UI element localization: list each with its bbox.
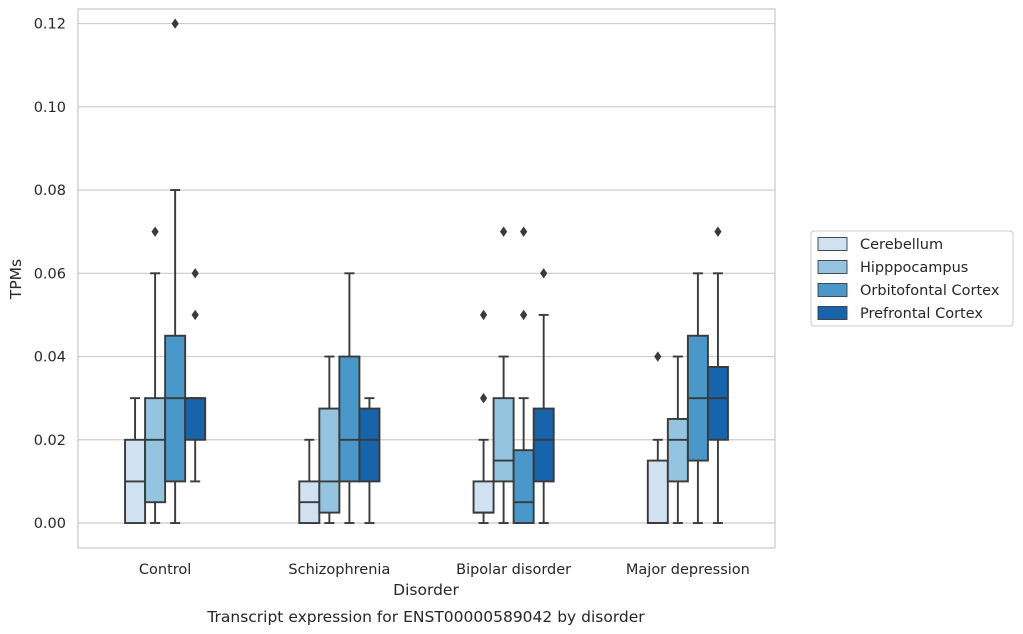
box-3-1 — [358, 397, 381, 524]
legend-label-0: Cerebellum — [860, 237, 943, 253]
box-1-2 — [492, 226, 515, 524]
outlier-1 — [191, 268, 199, 279]
box-rect — [512, 449, 535, 524]
outlier-1 — [479, 309, 488, 321]
y-tick-labels: 0.00 0.02 0.04 0.06 0.08 0.10 0.12 — [34, 17, 66, 532]
box-rect — [184, 397, 207, 441]
box-0-1 — [298, 438, 321, 524]
box-0-0 — [124, 397, 147, 524]
legend-frame — [810, 230, 1014, 327]
y-tick-label-5: 0.10 — [34, 100, 66, 116]
x-tick-label-0: Control — [139, 562, 191, 578]
legend-swatch-2 — [817, 283, 848, 297]
legend-swatch-1 — [817, 260, 848, 274]
box-rect — [318, 407, 341, 514]
box-rect — [472, 480, 495, 514]
box-2-0 — [164, 18, 187, 524]
box-3-2 — [532, 268, 555, 524]
outlier-0 — [654, 351, 662, 362]
box-rect — [358, 407, 381, 483]
x-tick-label-1: Schizophrenia — [288, 562, 390, 578]
box-1-0 — [144, 226, 167, 524]
legend-label-3: Prefrontal Cortex — [860, 306, 983, 322]
box-0-2 — [472, 309, 495, 524]
y-tick-label-4: 0.08 — [34, 183, 66, 199]
outlier-1 — [520, 226, 528, 237]
box-1-1 — [318, 355, 341, 524]
outlier-0 — [191, 309, 199, 321]
outlier-0 — [479, 392, 488, 404]
box-2-2 — [512, 226, 535, 524]
legend-label-1: Hipppocampus — [860, 260, 968, 276]
outlier-0 — [500, 226, 508, 237]
outlier-0 — [540, 268, 548, 279]
outlier-0 — [520, 309, 528, 321]
x-tick-label-3: Major depression — [626, 562, 750, 578]
box-rect — [338, 355, 361, 483]
box-rect — [164, 334, 187, 483]
y-tick-label-3: 0.06 — [34, 266, 66, 282]
outlier-0 — [151, 226, 159, 237]
plot-background — [78, 9, 775, 548]
x-axis-label: Disorder — [393, 581, 459, 599]
box-rect — [532, 407, 555, 483]
box-rect — [666, 418, 689, 483]
box-rect — [646, 459, 669, 524]
x-tick-label-2: Bipolar disorder — [456, 562, 571, 578]
plot-frame — [77, 8, 776, 549]
legend-label-2: Orbitofontal Cortex — [860, 283, 1000, 299]
box-rect — [706, 365, 729, 441]
box-1-3 — [666, 355, 689, 524]
box-3-0 — [184, 268, 207, 483]
y-tick-label-2: 0.04 — [34, 350, 66, 366]
legend: Cerebellum Hipppocampus Orbitofontal Corte… — [810, 230, 1014, 327]
box-rect — [492, 397, 515, 483]
y-tick-label-0: 0.00 — [34, 516, 66, 532]
legend-swatch-3 — [817, 306, 848, 320]
box-rect — [144, 397, 167, 504]
box-3-3 — [706, 226, 729, 524]
y-tick-label-6: 0.12 — [34, 17, 66, 33]
legend-swatch-0 — [817, 237, 848, 251]
boxes-layer — [124, 18, 729, 524]
y-tick-label-1: 0.02 — [34, 433, 66, 449]
x-tick-labels: Control Schizophrenia Bipolar disorder Majo… — [139, 562, 750, 578]
outlier-0 — [171, 18, 179, 29]
y-axis-label: TPMs — [7, 259, 25, 300]
outlier-0 — [714, 226, 722, 237]
box-0-3 — [646, 351, 669, 524]
chart-caption: Transcript expression for ENST0000058904… — [206, 608, 645, 626]
